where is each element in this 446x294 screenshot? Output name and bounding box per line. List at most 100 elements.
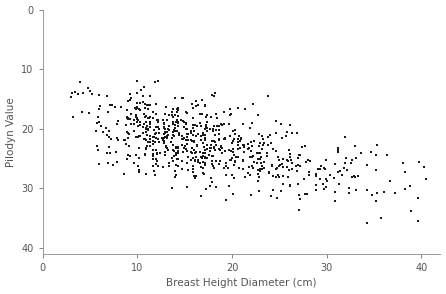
Point [179, 118, 186, 123]
Point [363, 220, 370, 225]
Point [174, 146, 181, 151]
Point [335, 181, 343, 186]
Point [150, 115, 157, 120]
Point [372, 153, 380, 158]
Point [108, 136, 115, 141]
Point [265, 134, 272, 139]
Point [184, 135, 191, 140]
Point [209, 159, 216, 164]
Point [344, 168, 351, 172]
Point [165, 147, 172, 152]
Point [202, 122, 210, 127]
Point [169, 107, 177, 112]
Point [127, 96, 134, 101]
Point [155, 137, 162, 142]
Point [206, 153, 213, 158]
Point [160, 122, 167, 127]
Point [190, 155, 197, 160]
Point [257, 161, 264, 166]
Point [75, 92, 82, 97]
Point [212, 128, 219, 133]
Point [152, 136, 159, 141]
Point [363, 162, 371, 167]
Point [160, 136, 167, 141]
Point [192, 99, 199, 104]
Point [188, 101, 195, 106]
Point [194, 131, 201, 136]
Point [312, 172, 319, 176]
Point [161, 140, 168, 145]
Point [346, 186, 353, 191]
Point [154, 163, 161, 168]
Point [213, 185, 220, 190]
Point [334, 148, 342, 153]
Point [146, 102, 153, 107]
Point [321, 166, 328, 171]
Point [334, 146, 341, 151]
Point [277, 121, 284, 126]
Point [240, 143, 247, 148]
Point [175, 145, 182, 149]
Point [228, 149, 235, 154]
Point [273, 166, 280, 170]
Point [313, 183, 320, 187]
Point [193, 124, 200, 128]
Point [240, 166, 247, 171]
Point [259, 143, 266, 148]
Point [183, 185, 190, 190]
Point [421, 165, 428, 170]
Point [245, 171, 252, 175]
Point [199, 171, 206, 176]
Point [173, 109, 181, 114]
Point [190, 164, 197, 169]
Point [174, 150, 182, 154]
Point [192, 158, 199, 163]
Point [175, 133, 182, 138]
Point [247, 154, 254, 159]
Point [136, 108, 143, 112]
Point [105, 134, 112, 139]
Point [211, 145, 218, 150]
Point [254, 112, 261, 117]
Point [149, 152, 157, 157]
Point [137, 87, 145, 92]
Point [212, 140, 219, 144]
Point [193, 173, 200, 178]
Point [150, 168, 157, 173]
Point [149, 109, 157, 114]
Point [185, 132, 192, 137]
Point [273, 131, 280, 136]
Point [151, 173, 158, 178]
Point [154, 79, 161, 83]
Point [151, 139, 158, 144]
Point [331, 199, 339, 204]
Point [194, 103, 201, 108]
Point [254, 168, 261, 173]
Point [203, 156, 211, 160]
Point [173, 172, 180, 177]
Point [171, 174, 178, 179]
Point [163, 136, 170, 141]
Point [302, 160, 310, 165]
Point [135, 156, 142, 161]
Point [166, 163, 173, 168]
Point [289, 167, 296, 172]
Point [199, 153, 206, 158]
Point [165, 113, 173, 117]
Point [182, 127, 190, 131]
Point [69, 90, 76, 95]
Point [191, 176, 198, 181]
Point [162, 127, 169, 132]
Point [351, 143, 358, 148]
Point [179, 136, 186, 141]
Point [181, 120, 188, 125]
Point [159, 164, 166, 169]
Point [217, 143, 224, 148]
Point [143, 120, 150, 125]
Point [209, 93, 216, 98]
Point [383, 153, 390, 157]
Point [169, 158, 176, 163]
Point [161, 131, 169, 136]
Point [127, 98, 134, 103]
Point [184, 141, 191, 146]
